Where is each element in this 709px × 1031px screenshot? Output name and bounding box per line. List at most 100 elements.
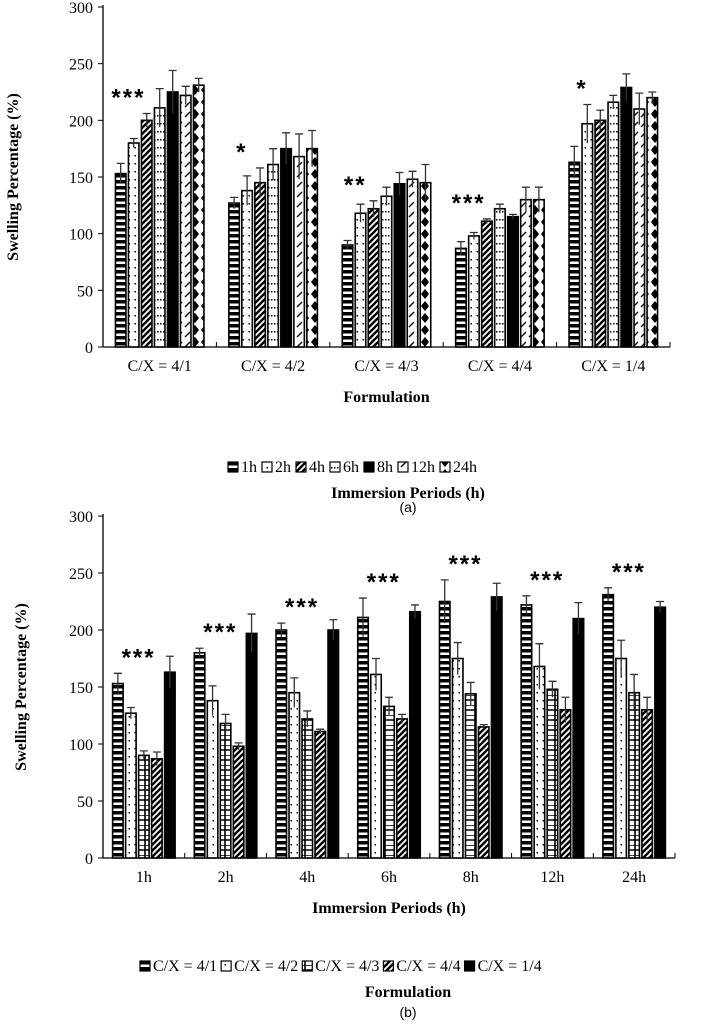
- error-bar: [247, 613, 256, 653]
- error-bar: [622, 73, 631, 102]
- bar-2h-CX41: [127, 142, 140, 348]
- x-tick-label: 24h: [622, 869, 646, 886]
- legend-swatch: [463, 960, 476, 972]
- legend-label: C/X = 4/2: [234, 958, 298, 975]
- legend-label: 4h: [309, 459, 325, 476]
- x-tick-label: 8h: [463, 869, 479, 886]
- y-tick-label: 100: [69, 737, 93, 754]
- panel-label: (a): [399, 499, 416, 515]
- error-bar: [126, 706, 135, 719]
- bar-2h-CX44: [467, 235, 480, 348]
- bar-12h-CX14: [633, 108, 646, 348]
- bar-CX42-6h: [369, 673, 383, 859]
- error-bar: [359, 597, 367, 637]
- bar-24h-CX44: [532, 198, 545, 348]
- y-tick-label: 200: [69, 113, 93, 130]
- error-bar: [295, 133, 304, 180]
- legend-item: 12h: [397, 459, 435, 476]
- bar-2h-CX14: [581, 122, 594, 348]
- error-bar: [195, 647, 204, 658]
- bar-CX41-8h: [438, 600, 451, 859]
- bar-CX44-8h: [477, 726, 490, 859]
- error-bar: [382, 186, 391, 206]
- error-bar: [617, 639, 626, 677]
- bar-CX41-24h: [602, 593, 615, 859]
- legend-swatch: [227, 461, 239, 473]
- bar-CX44-1h: [150, 758, 163, 859]
- y-tick-label: 150: [69, 680, 93, 697]
- legend-item: 2h: [261, 459, 291, 476]
- bar-1h-CX43: [341, 244, 354, 348]
- error-bar: [256, 167, 265, 198]
- x-tick-label: C/X = 4/3: [354, 358, 418, 375]
- error-bar: [635, 92, 644, 125]
- error-bar: [385, 696, 393, 716]
- x-tick-label: 6h: [381, 869, 397, 886]
- y-axis-title: Swelling Percentage (%): [13, 603, 30, 771]
- error-bar: [521, 186, 530, 213]
- legend-swatch: [261, 461, 273, 473]
- bar-8h-CX41: [166, 91, 179, 348]
- error-bar: [129, 137, 138, 148]
- significance-marker: ***: [203, 619, 237, 646]
- y-tick-label: 100: [69, 227, 93, 244]
- error-bar: [411, 604, 419, 619]
- bar-CX42-12h: [533, 665, 546, 859]
- x-tick-label: C/X = 4/1: [128, 358, 192, 375]
- x-tick-label: 2h: [218, 869, 234, 886]
- bar-CX14-6h: [408, 610, 422, 859]
- error-bar: [648, 91, 657, 104]
- bar-CX43-2h: [219, 722, 232, 859]
- error-bar: [466, 681, 475, 706]
- legend-swatch: [329, 461, 341, 473]
- error-bar: [408, 170, 417, 188]
- bar-CX14-2h: [245, 632, 258, 859]
- bar-CX43-6h: [382, 705, 396, 859]
- legend-title: Immersion Periods (h): [331, 485, 485, 502]
- y-tick-label: 150: [69, 170, 93, 187]
- error-bar: [456, 240, 465, 256]
- bar-CX14-4h: [327, 629, 340, 859]
- legend-label: 6h: [343, 459, 359, 476]
- error-bar: [155, 87, 164, 128]
- significance-marker: ***: [530, 567, 564, 594]
- bar-24h-CX43: [419, 181, 432, 348]
- chart-b: 0 50 100 150 200 250 300 Swelling Percentage (%…: [13, 509, 676, 1020]
- significance-marker: ***: [448, 551, 482, 578]
- error-bar: [316, 728, 325, 734]
- error-bar: [152, 751, 161, 766]
- error-bar: [535, 643, 544, 690]
- bar-6h-CX14: [607, 101, 620, 348]
- error-bar: [290, 677, 299, 708]
- y-tick-label: 300: [69, 509, 93, 526]
- bar-8h-CX42: [280, 147, 293, 348]
- y-tick-label: 250: [69, 57, 93, 74]
- error-bar: [142, 112, 151, 128]
- error-bar: [208, 685, 217, 716]
- bar-CX41-2h: [193, 652, 206, 859]
- error-bar: [479, 723, 488, 730]
- x-axis-title: Immersion Periods (h): [312, 900, 466, 917]
- error-bar: [604, 587, 613, 602]
- panel-label: (b): [399, 1004, 416, 1020]
- error-bar: [282, 132, 291, 165]
- bar-CX44-4h: [314, 730, 327, 859]
- legend-item: 24h: [439, 459, 477, 476]
- bar-CX43-8h: [464, 693, 477, 859]
- legend-item: 6h: [329, 459, 359, 476]
- error-bar: [243, 175, 252, 206]
- bar-6h-CX41: [153, 107, 166, 348]
- bar-CX43-4h: [301, 718, 314, 859]
- error-bar: [453, 641, 462, 675]
- error-bar: [116, 162, 125, 184]
- bar-CX41-1h: [111, 682, 124, 859]
- bar-CX42-1h: [124, 712, 137, 859]
- legend-item: 8h: [363, 459, 393, 476]
- y-tick-label: 50: [77, 283, 93, 300]
- bar-2h-CX42: [241, 189, 254, 348]
- error-bar: [492, 582, 501, 611]
- x-tick-label: 4h: [299, 869, 315, 886]
- error-bar: [234, 742, 243, 750]
- error-bar: [369, 200, 378, 217]
- legend-swatch: [397, 461, 409, 473]
